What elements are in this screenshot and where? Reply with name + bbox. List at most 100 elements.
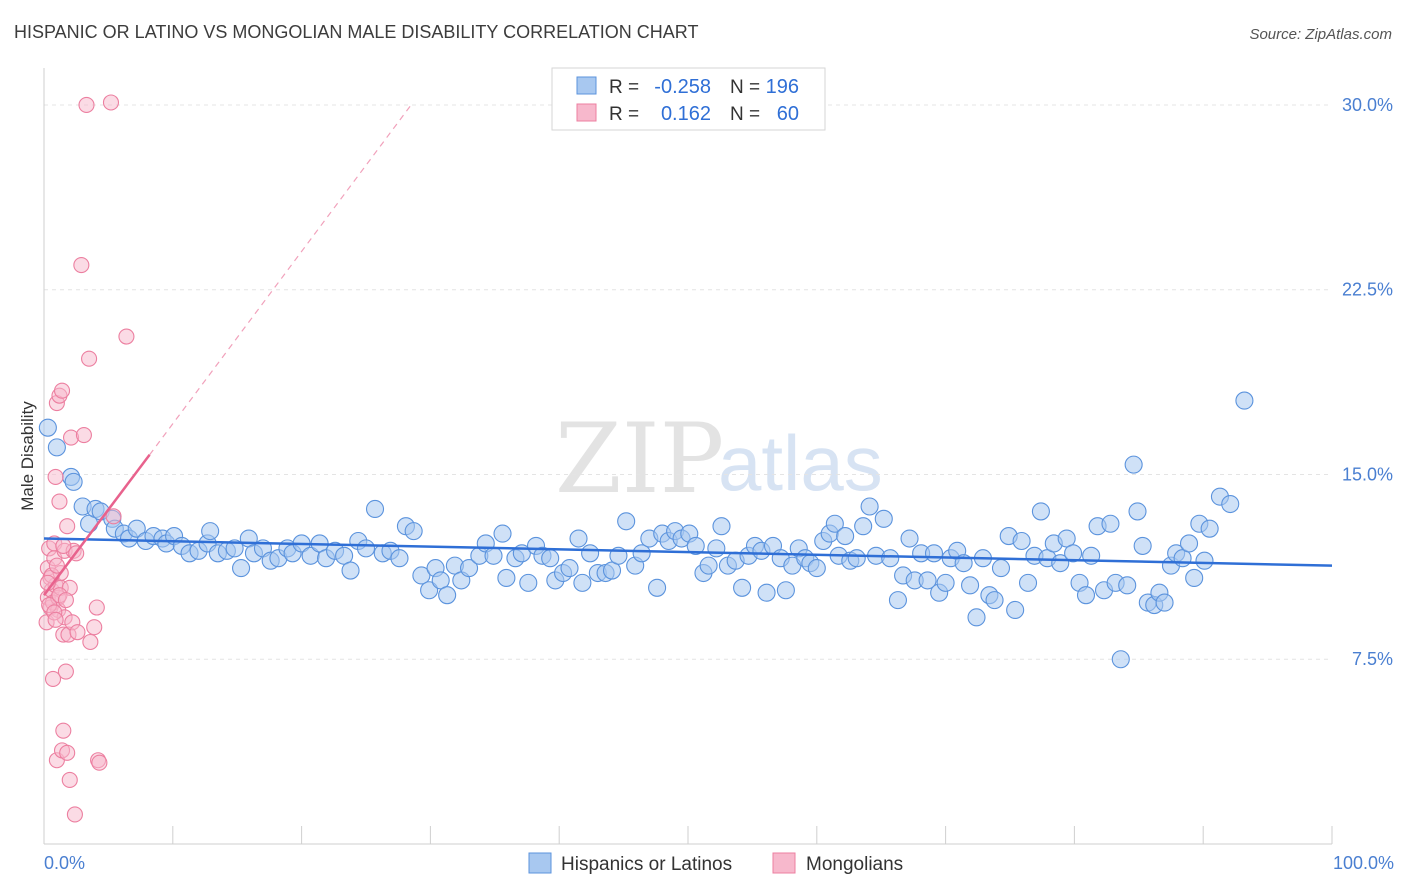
legend-r-value-pink: 0.162	[661, 103, 711, 125]
point-hispanics	[961, 576, 980, 595]
point-hispanics	[686, 536, 705, 555]
y-tick-labels: 7.5% 15.0% 22.5% 30.0%	[1342, 95, 1393, 669]
legend-swatch-pink	[576, 103, 597, 122]
point-hispanics	[733, 578, 752, 597]
point-hispanics	[560, 559, 579, 578]
legend-n-value-pink: 60	[777, 103, 799, 125]
point-hispanics	[632, 544, 651, 563]
bottom-legend-swatch-hispanics	[528, 852, 552, 874]
watermark-zip: ZIP	[555, 403, 724, 515]
series-hispanics	[38, 391, 1254, 669]
point-hispanics	[1076, 586, 1096, 605]
bottom-legend-label-hispanics: Hispanics or Latinos	[561, 854, 732, 875]
point-mongolians	[55, 722, 72, 739]
point-hispanics	[1101, 514, 1120, 533]
point-hispanics	[825, 514, 844, 533]
point-hispanics	[1124, 455, 1143, 474]
point-hispanics	[900, 529, 919, 548]
point-mongolians	[86, 619, 103, 636]
point-mongolians	[73, 257, 90, 274]
point-mongolians	[82, 633, 99, 651]
point-hispanics	[1128, 502, 1147, 521]
legend-n-value-blue: 196	[766, 76, 799, 98]
point-hispanics	[459, 559, 479, 578]
point-hispanics	[1111, 650, 1130, 669]
point-hispanics	[356, 539, 376, 558]
point-hispanics	[341, 561, 360, 580]
point-hispanics	[874, 509, 893, 528]
point-hispanics	[1155, 593, 1174, 612]
point-hispanics	[836, 527, 855, 546]
point-hispanics	[581, 544, 600, 563]
point-hispanics	[420, 581, 439, 600]
point-hispanics	[64, 472, 83, 491]
point-hispanics	[807, 559, 826, 578]
point-mongolians	[47, 611, 64, 628]
point-hispanics	[541, 549, 560, 568]
point-hispanics	[699, 556, 718, 575]
point-mongolians	[75, 427, 92, 444]
x-tick-label-max: 100.0%	[1333, 853, 1394, 873]
point-hispanics	[569, 529, 588, 548]
point-hispanics	[854, 517, 873, 536]
point-hispanics	[519, 573, 538, 592]
point-hispanics	[776, 581, 795, 600]
point-hispanics	[847, 549, 866, 568]
point-hispanics	[497, 568, 516, 587]
point-hispanics	[1012, 531, 1031, 551]
point-hispanics	[1031, 502, 1050, 521]
bottom-legend-label-mongolians: Mongolians	[806, 854, 903, 875]
point-mongolians	[47, 468, 64, 485]
series-legend: Hispanics or Latinos Mongolians	[528, 852, 903, 875]
point-mongolians	[66, 806, 83, 823]
point-mongolians	[118, 328, 135, 345]
point-hispanics	[225, 539, 244, 558]
point-hispanics	[493, 524, 512, 543]
chart-title: HISPANIC OR LATINO VS MONGOLIAN MALE DIS…	[14, 22, 698, 42]
point-mongolians	[57, 663, 74, 680]
point-hispanics	[1195, 551, 1214, 570]
legend-n-label-pink: N =	[730, 104, 760, 125]
point-hispanics	[707, 539, 726, 558]
y-tick-label: 22.5%	[1342, 280, 1393, 300]
legend-n-label-blue: N =	[730, 77, 760, 98]
point-hispanics	[438, 586, 457, 605]
point-mongolians	[44, 670, 62, 687]
point-hispanics	[888, 591, 907, 610]
point-hispanics	[712, 517, 731, 536]
point-mongolians	[102, 94, 120, 111]
point-hispanics	[404, 522, 423, 541]
point-hispanics	[936, 573, 955, 592]
bottom-legend-swatch-mongolians	[772, 852, 796, 874]
legend-r-label-pink: R =	[609, 104, 639, 125]
trend-lines	[43, 104, 1333, 596]
point-hispanics	[1221, 494, 1240, 514]
x-tick-label-min: 0.0%	[44, 853, 85, 873]
point-hispanics	[47, 438, 66, 457]
point-hispanics	[991, 559, 1011, 578]
stats-legend: R = -0.258 N = 196 R = 0.162 N = 60	[551, 67, 826, 131]
y-tick-label: 15.0%	[1342, 464, 1393, 484]
point-hispanics	[232, 559, 251, 578]
y-tick-label: 7.5%	[1352, 649, 1393, 669]
legend-r-label-blue: R =	[609, 77, 639, 98]
point-hispanics	[757, 583, 776, 602]
point-hispanics	[860, 497, 879, 516]
point-hispanics	[1018, 573, 1038, 592]
legend-swatch-blue	[576, 76, 597, 95]
point-hispanics	[1064, 544, 1083, 563]
point-hispanics	[573, 573, 592, 592]
point-hispanics	[924, 544, 944, 563]
point-hispanics	[38, 418, 57, 437]
chart-source: Source: ZipAtlas.com	[1249, 26, 1392, 43]
point-mongolians	[88, 599, 105, 616]
point-hispanics	[1185, 568, 1204, 587]
point-mongolians	[61, 771, 78, 788]
point-hispanics	[484, 546, 503, 565]
legend-r-value-blue: -0.258	[654, 76, 711, 98]
point-hispanics	[881, 549, 900, 568]
point-mongolians	[69, 624, 86, 641]
point-hispanics	[985, 591, 1004, 610]
trend-line-mongolians-extension	[149, 104, 412, 456]
